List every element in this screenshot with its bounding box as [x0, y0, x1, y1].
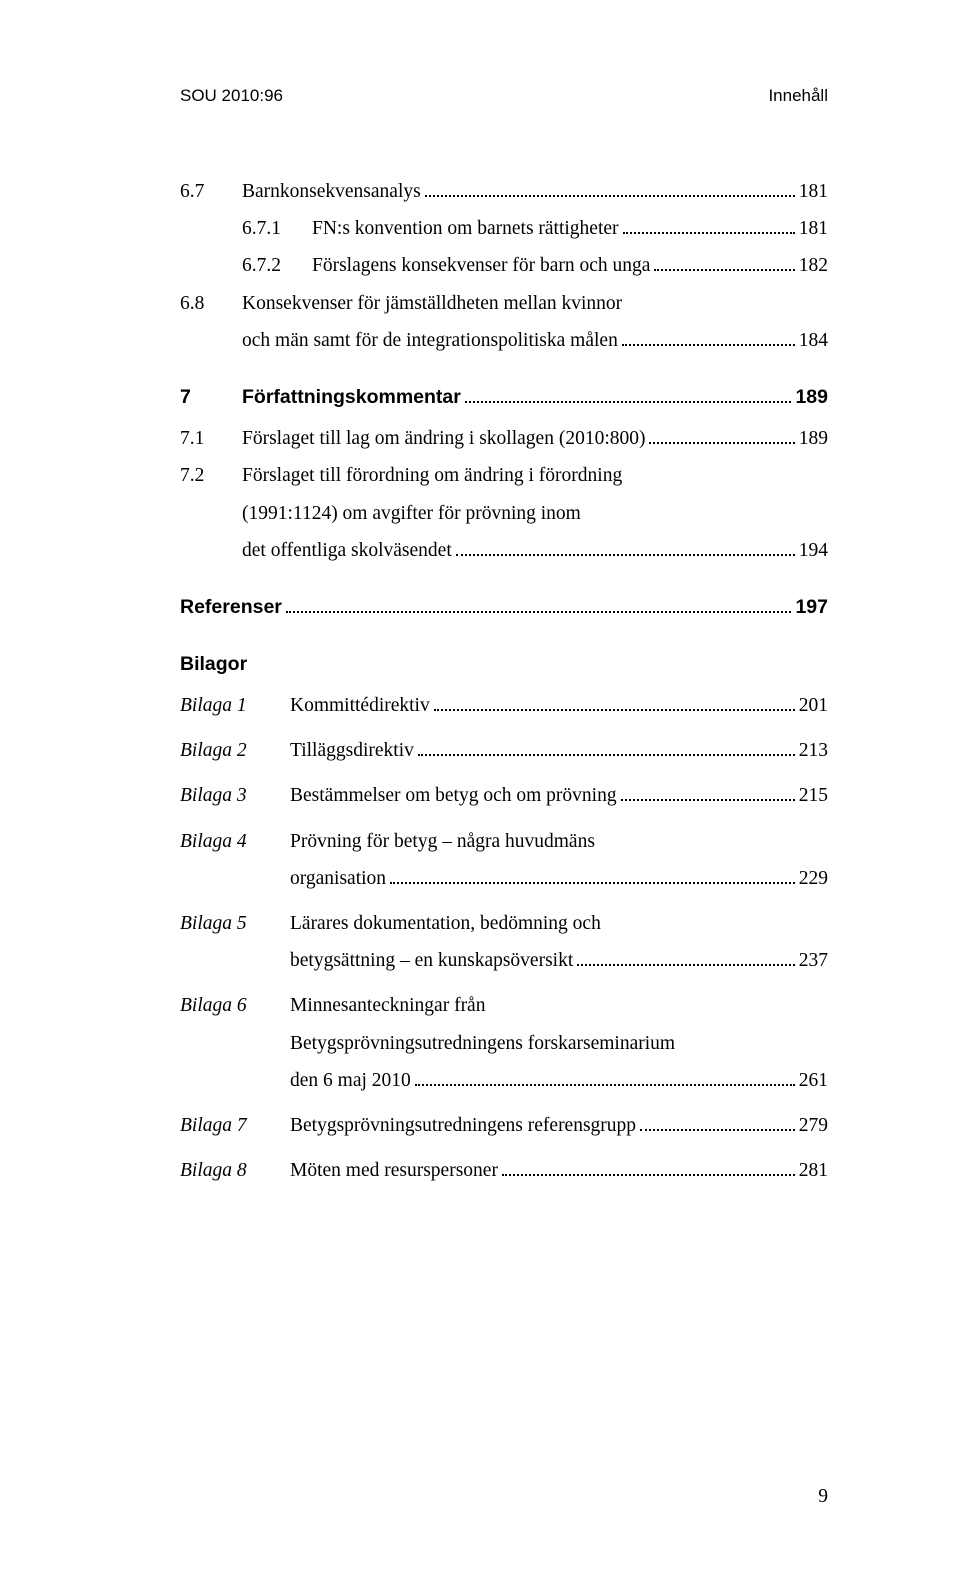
- toc-leader: [415, 1084, 795, 1086]
- toc-number: 6.7.2: [242, 250, 312, 281]
- toc-leader: [456, 554, 795, 556]
- appendix-continuation: den 6 maj 2010 261: [290, 1065, 828, 1096]
- toc-text: Referenser: [180, 592, 282, 623]
- toc-leader: [418, 754, 795, 756]
- appendix-entry: Bilaga 1 Kommittédirektiv 201: [180, 690, 828, 721]
- toc-page: 261: [799, 1065, 828, 1096]
- toc-page: 189: [795, 382, 828, 413]
- appendix-continuation: Betygsprövningsutredningens forskarsemin…: [290, 1028, 828, 1059]
- page-number: 9: [818, 1486, 828, 1508]
- toc-leader: [434, 709, 795, 711]
- toc-page: 194: [799, 535, 828, 566]
- appendix-text: Bestämmelser om betyg och om prövning: [290, 780, 617, 811]
- toc-text: (1991:1124) om avgifter för prövning ino…: [242, 498, 581, 529]
- toc-text: Förslaget till lag om ändring i skollage…: [242, 423, 645, 454]
- toc-section-heading: Referenser 197: [180, 592, 828, 623]
- toc-leader: [465, 401, 792, 403]
- appendix-entry: Bilaga 4 Prövning för betyg – några huvu…: [180, 826, 828, 857]
- toc-section-heading: 7 Författningskommentar 189: [180, 382, 828, 413]
- page-header: SOU 2010:96 Innehåll: [180, 86, 828, 106]
- appendix-entry: Bilaga 7 Betygsprövningsutredningens ref…: [180, 1110, 828, 1141]
- appendix-continuation: organisation 229: [290, 863, 828, 894]
- document-page: SOU 2010:96 Innehåll 6.7 Barnkonsekvensa…: [0, 0, 960, 1578]
- appendix-label: Bilaga 3: [180, 780, 290, 811]
- toc-entry: 6.7.2 Förslagens konsekvenser för barn o…: [242, 250, 828, 281]
- toc-page: 213: [799, 735, 828, 766]
- toc-page: 215: [799, 780, 828, 811]
- appendix-label: Bilaga 2: [180, 735, 290, 766]
- appendix-entry: Bilaga 5 Lärares dokumentation, bedömnin…: [180, 908, 828, 939]
- appendix-text: Kommittédirektiv: [290, 690, 430, 721]
- appendices-heading: Bilagor: [180, 653, 828, 676]
- toc-page: 279: [799, 1110, 828, 1141]
- toc-page: 189: [799, 423, 828, 454]
- toc-page: 181: [799, 176, 828, 207]
- appendix-text: Minnesanteckningar från: [290, 990, 485, 1021]
- appendix-label: Bilaga 5: [180, 908, 290, 939]
- toc-entry: 6.7 Barnkonsekvensanalys 181: [180, 176, 828, 207]
- toc-page: 197: [795, 592, 828, 623]
- appendix-label: Bilaga 4: [180, 826, 290, 857]
- appendix-entry: Bilaga 3 Bestämmelser om betyg och om pr…: [180, 780, 828, 811]
- appendix-continuation: betygsättning – en kunskapsöversikt 237: [290, 945, 828, 976]
- toc-entry: 6.7.1 FN:s konvention om barnets rättigh…: [242, 213, 828, 244]
- toc-number: 7: [180, 382, 242, 413]
- toc-number: 6.8: [180, 288, 242, 319]
- toc-text: och män samt för de integrationspolitisk…: [242, 325, 618, 356]
- toc-leader: [622, 344, 795, 346]
- toc-entry-continuation: (1991:1124) om avgifter för prövning ino…: [242, 498, 828, 529]
- appendix-text: Betygsprövningsutredningens referensgrup…: [290, 1110, 636, 1141]
- toc-number: 6.7: [180, 176, 242, 207]
- appendix-label: Bilaga 6: [180, 990, 290, 1021]
- toc-leader: [649, 442, 794, 444]
- toc-entry: 7.1 Förslaget till lag om ändring i skol…: [180, 423, 828, 454]
- toc-number: 7.2: [180, 460, 242, 491]
- toc-text: det offentliga skolväsendet: [242, 535, 452, 566]
- toc-entry-continuation: och män samt för de integrationspolitisk…: [242, 325, 828, 356]
- appendix-entry: Bilaga 2 Tilläggsdirektiv 213: [180, 735, 828, 766]
- toc-number: 7.1: [180, 423, 242, 454]
- toc-page: 184: [799, 325, 828, 356]
- toc-page: 229: [799, 863, 828, 894]
- toc-leader: [286, 611, 792, 613]
- toc-number: 6.7.1: [242, 213, 312, 244]
- appendix-text: den 6 maj 2010: [290, 1065, 411, 1096]
- appendix-text: Betygsprövningsutredningens forskarsemin…: [290, 1028, 675, 1059]
- toc-text: Barnkonsekvensanalys: [242, 176, 421, 207]
- appendix-entry: Bilaga 6 Minnesanteckningar från: [180, 990, 828, 1021]
- toc-leader: [623, 232, 795, 234]
- toc-leader: [577, 964, 794, 966]
- appendix-label: Bilaga 8: [180, 1155, 290, 1186]
- toc-leader: [425, 195, 795, 197]
- toc-page: 237: [799, 945, 828, 976]
- toc-text: Förslaget till förordning om ändring i f…: [242, 460, 622, 491]
- appendix-text: betygsättning – en kunskapsöversikt: [290, 945, 573, 976]
- appendix-text: Möten med resurspersoner: [290, 1155, 498, 1186]
- toc-entry: 6.8 Konsekvenser för jämställdheten mell…: [180, 288, 828, 319]
- appendix-text: organisation: [290, 863, 386, 894]
- toc-text: Konsekvenser för jämställdheten mellan k…: [242, 288, 622, 319]
- toc-page: 281: [799, 1155, 828, 1186]
- toc-entry: 7.2 Förslaget till förordning om ändring…: [180, 460, 828, 491]
- header-right: Innehåll: [768, 86, 828, 106]
- appendix-entry: Bilaga 8 Möten med resurspersoner 281: [180, 1155, 828, 1186]
- toc-leader: [640, 1129, 795, 1131]
- appendix-label: Bilaga 1: [180, 690, 290, 721]
- header-left: SOU 2010:96: [180, 86, 283, 106]
- toc-entry-continuation: det offentliga skolväsendet 194: [242, 535, 828, 566]
- appendix-label: Bilaga 7: [180, 1110, 290, 1141]
- toc-leader: [654, 269, 794, 271]
- toc-leader: [390, 882, 795, 884]
- appendix-text: Tilläggsdirektiv: [290, 735, 414, 766]
- toc-text: FN:s konvention om barnets rättigheter: [312, 213, 619, 244]
- toc-text: Författningskommentar: [242, 382, 461, 413]
- appendix-text: Prövning för betyg – några huvudmäns: [290, 826, 595, 857]
- toc-page: 181: [799, 213, 828, 244]
- toc-text: Förslagens konsekvenser för barn och ung…: [312, 250, 650, 281]
- toc-page: 182: [799, 250, 828, 281]
- toc-leader: [502, 1174, 795, 1176]
- appendix-text: Lärares dokumentation, bedömning och: [290, 908, 601, 939]
- toc-page: 201: [799, 690, 828, 721]
- toc-leader: [621, 799, 795, 801]
